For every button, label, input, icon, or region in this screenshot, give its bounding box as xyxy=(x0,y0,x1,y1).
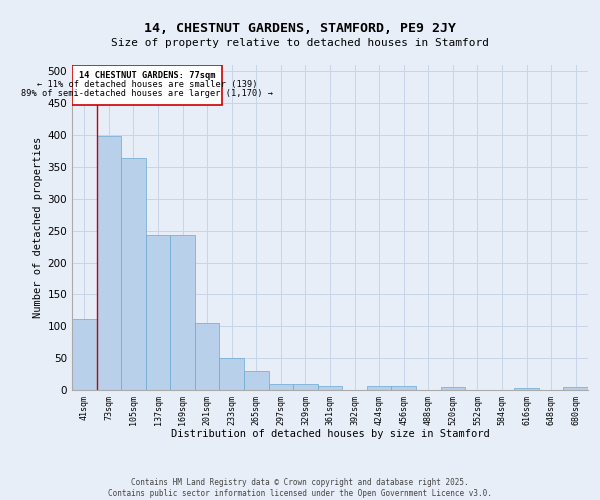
Bar xyxy=(121,158,146,390)
Bar xyxy=(367,386,391,390)
Text: 14 CHESTNUT GARDENS: 77sqm: 14 CHESTNUT GARDENS: 77sqm xyxy=(79,72,215,80)
Y-axis label: Number of detached properties: Number of detached properties xyxy=(33,137,43,318)
Text: Size of property relative to detached houses in Stamford: Size of property relative to detached ho… xyxy=(111,38,489,48)
Text: ← 11% of detached houses are smaller (139): ← 11% of detached houses are smaller (13… xyxy=(37,80,257,90)
Bar xyxy=(170,235,195,390)
X-axis label: Distribution of detached houses by size in Stamford: Distribution of detached houses by size … xyxy=(170,429,490,439)
Bar xyxy=(195,323,220,390)
Bar xyxy=(97,136,121,390)
Bar xyxy=(318,386,342,390)
Bar xyxy=(269,384,293,390)
Bar xyxy=(440,388,465,390)
Bar xyxy=(244,371,269,390)
Bar xyxy=(146,235,170,390)
Text: Contains HM Land Registry data © Crown copyright and database right 2025.
Contai: Contains HM Land Registry data © Crown c… xyxy=(108,478,492,498)
Bar xyxy=(293,384,318,390)
Bar xyxy=(220,358,244,390)
Bar xyxy=(72,65,222,105)
Bar xyxy=(563,388,588,390)
Bar xyxy=(72,318,97,390)
Text: 14, CHESTNUT GARDENS, STAMFORD, PE9 2JY: 14, CHESTNUT GARDENS, STAMFORD, PE9 2JY xyxy=(144,22,456,36)
Text: 89% of semi-detached houses are larger (1,170) →: 89% of semi-detached houses are larger (… xyxy=(21,89,273,98)
Bar xyxy=(391,386,416,390)
Bar xyxy=(514,388,539,390)
